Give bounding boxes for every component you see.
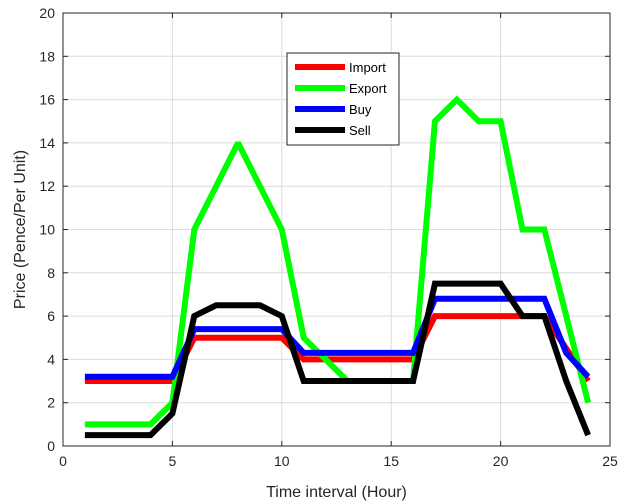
- series-line-buy: [84, 295, 591, 380]
- y-tick-label: 4: [47, 351, 55, 367]
- x-tick-label: 20: [493, 453, 509, 469]
- series-line-sell: [84, 280, 591, 439]
- y-tick-label: 18: [39, 48, 55, 64]
- legend-label-import: Import: [349, 60, 386, 75]
- x-tick-label: 10: [274, 453, 290, 469]
- x-tick-label: 0: [59, 453, 67, 469]
- series-line-import: [84, 313, 591, 385]
- y-tick-label: 12: [39, 178, 55, 194]
- y-tick-label: 16: [39, 92, 55, 108]
- y-tick-label: 14: [39, 135, 55, 151]
- legend-label-sell: Sell: [349, 123, 371, 138]
- x-axis-label: Time interval (Hour): [266, 484, 407, 501]
- legend: Import Export Buy Sell: [286, 52, 400, 146]
- y-tick-label: 20: [39, 5, 55, 21]
- legend-label-buy: Buy: [349, 102, 372, 117]
- series-line-export: [84, 95, 592, 428]
- y-axis-label: Price (Pence/Per Unit): [12, 150, 29, 309]
- legend-label-export: Export: [349, 81, 387, 96]
- y-tick-label: 8: [47, 265, 55, 281]
- y-tick-label: 6: [47, 308, 55, 324]
- x-tick-label: 5: [169, 453, 177, 469]
- y-tick-label: 10: [39, 222, 55, 238]
- x-tick-label: 25: [602, 453, 618, 469]
- axis-ticks: [62, 12, 611, 447]
- y-tick-label: 0: [47, 438, 55, 454]
- series-lines: [84, 95, 592, 439]
- y-tick-label: 2: [47, 395, 55, 411]
- axis-tick-labels: 0 5 10 15 20 25 0 2 4 6 8 10 12 14 16 18 20: [39, 5, 618, 469]
- x-tick-label: 15: [383, 453, 399, 469]
